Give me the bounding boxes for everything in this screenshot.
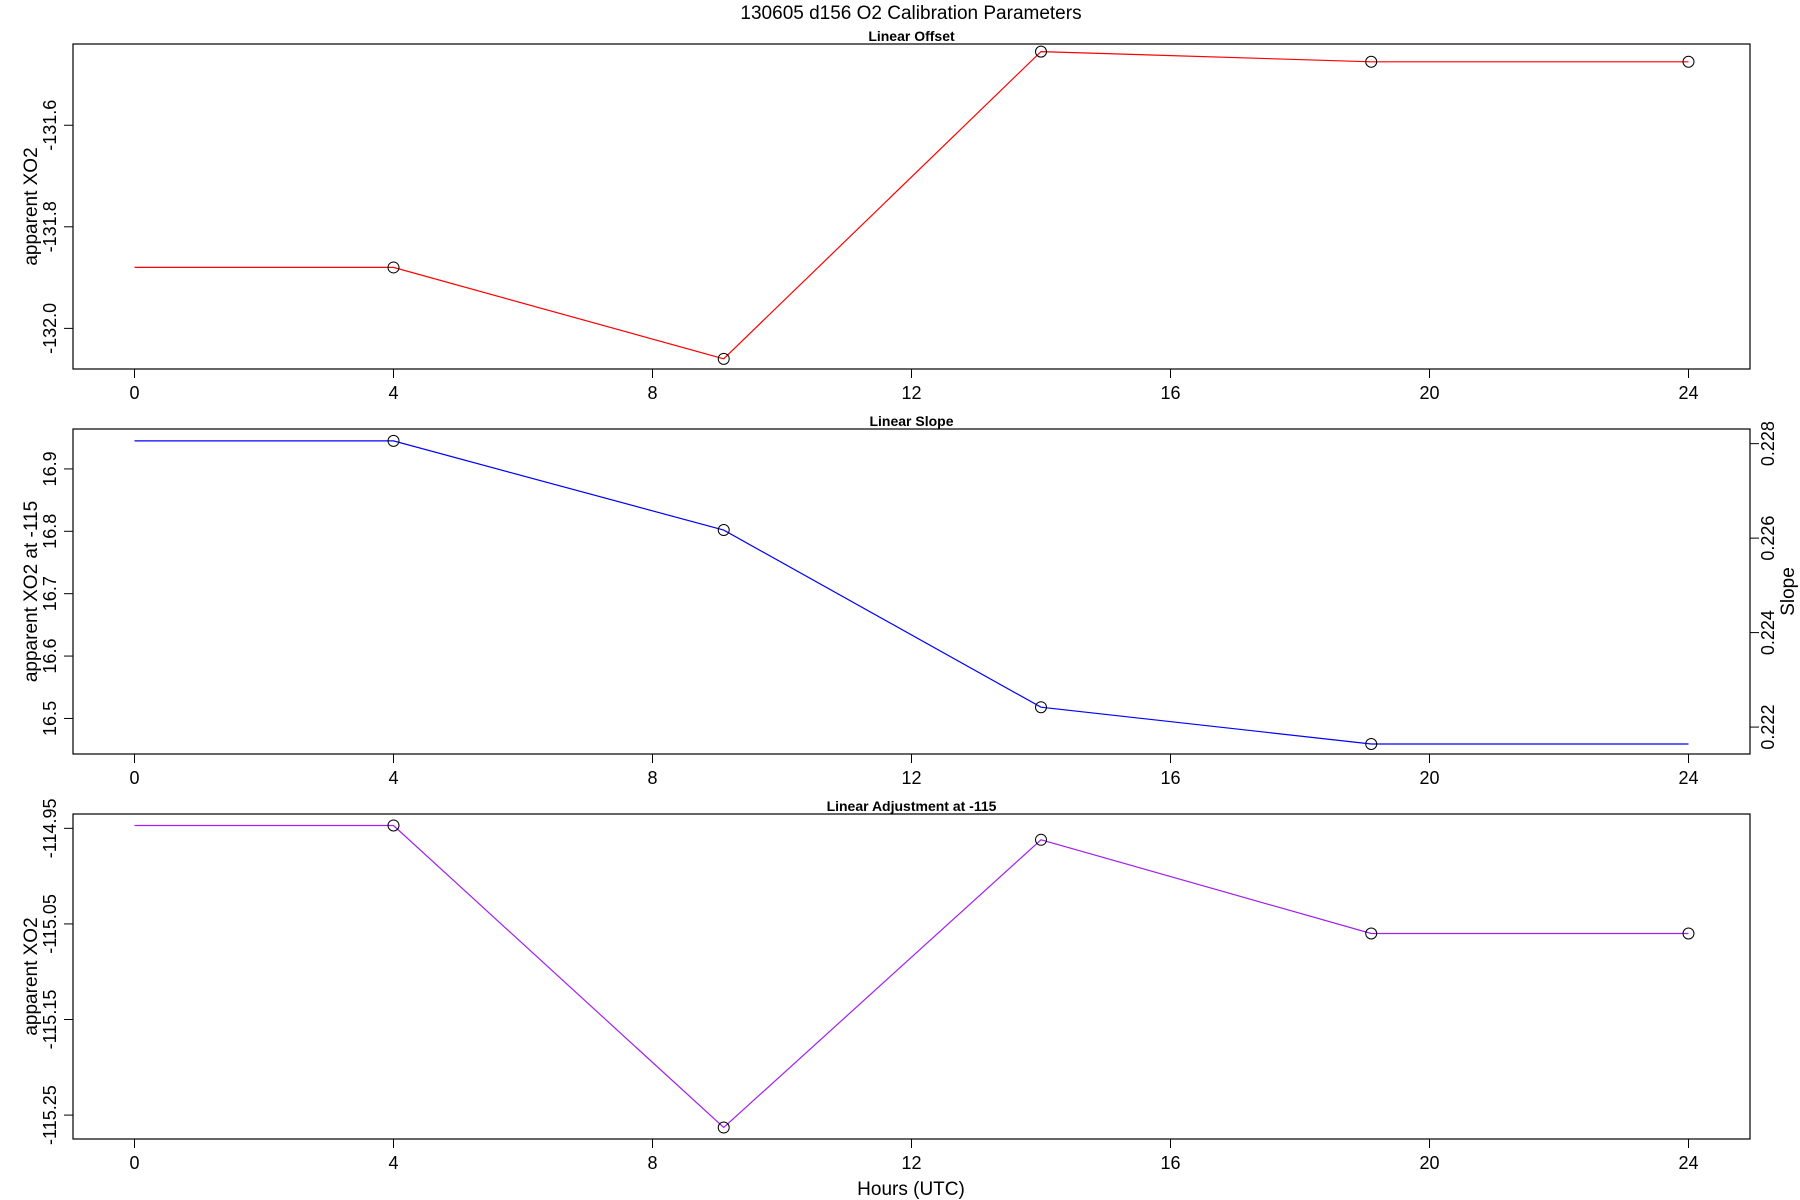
- data-point-marker: [1365, 927, 1378, 940]
- y2-tick-label: 0.222: [1758, 705, 1778, 750]
- x-tick-label: 20: [1419, 1153, 1439, 1173]
- panel-title: Linear Slope: [869, 413, 953, 429]
- x-tick-label: 4: [388, 383, 398, 403]
- y-tick-label: -115.15: [40, 990, 60, 1050]
- x-tick-label: 16: [1160, 1153, 1180, 1173]
- x-tick-label: 0: [130, 768, 140, 788]
- y-tick-label: 16.9: [40, 451, 60, 486]
- panel-linear-adjustment-at-115: Linear Adjustment at -115 0 4 8 12 16 20 24 -114…: [21, 798, 1751, 1173]
- x-tick-label: 16: [1160, 768, 1180, 788]
- y-axis-label: apparent XO2: [21, 917, 42, 1035]
- x-tick-label: 24: [1678, 383, 1698, 403]
- data-point-marker: [387, 819, 400, 832]
- x-tick-label: 12: [901, 768, 921, 788]
- x-axis-label: Hours (UTC): [857, 1179, 965, 1200]
- y-axis-label: apparent XO2: [21, 147, 42, 265]
- y-tick-label: -114.95: [40, 798, 60, 858]
- x-tick-label: 20: [1419, 768, 1439, 788]
- panel-title: Linear Offset: [868, 28, 955, 44]
- x-tick-label: 0: [130, 383, 140, 403]
- x-tick-label: 8: [647, 768, 657, 788]
- y-tick-label: -115.05: [40, 894, 60, 954]
- x-tick-label: 24: [1678, 768, 1698, 788]
- y2-tick-label: 0.224: [1758, 610, 1778, 655]
- data-point-marker: [1034, 833, 1047, 846]
- y-tick-label: 16.8: [40, 514, 60, 549]
- y-tick-label: 16.5: [40, 701, 60, 736]
- y-tick-label: -131.6: [40, 100, 60, 151]
- data-point-marker: [1034, 45, 1047, 58]
- series-line: [134, 50, 1689, 360]
- data-point-marker: [1365, 55, 1378, 68]
- x-tick-label: 0: [130, 1153, 140, 1173]
- y2-tick-label: 0.228: [1758, 421, 1778, 466]
- data-point-marker: [1682, 55, 1695, 68]
- panel-linear-offset: Linear Offset 0 4 8 12 16 20 24 -131.6 -131.8 -132…: [21, 28, 1751, 403]
- x-tick-label: 12: [901, 383, 921, 403]
- data-point-marker: [1682, 927, 1695, 940]
- y-axis-label: apparent XO2 at -115: [21, 501, 42, 682]
- x-tick-label: 4: [388, 1153, 398, 1173]
- plot-frame: [72, 428, 1751, 755]
- data-point-marker: [387, 261, 400, 274]
- x-tick-label: 20: [1419, 383, 1439, 403]
- x-tick-label: 12: [901, 1153, 921, 1173]
- figure-title: 130605 d156 O2 Calibration Parameters: [740, 3, 1081, 24]
- data-point-marker: [1365, 738, 1378, 751]
- x-tick-label: 8: [647, 383, 657, 403]
- x-tick-label: 4: [388, 768, 398, 788]
- plot-frame: [72, 813, 1751, 1140]
- y-tick-label: 16.6: [40, 639, 60, 674]
- data-point-marker: [387, 434, 400, 447]
- y-tick-label: 16.7: [40, 576, 60, 611]
- x-tick-label: 8: [647, 1153, 657, 1173]
- data-point-marker: [717, 524, 730, 537]
- data-point-marker: [1034, 701, 1047, 714]
- series-line: [134, 440, 1689, 745]
- y-tick-label: -115.25: [40, 1085, 60, 1145]
- y-tick-label: -131.8: [40, 201, 60, 252]
- y2-axis-label: Slope: [1778, 567, 1799, 616]
- y-tick-label: -132.0: [40, 303, 60, 354]
- chart-panels: Linear Offset 0 4 8 12 16 20 24 -131.6 -131.8 -132…: [21, 28, 1799, 1173]
- x-tick-label: 16: [1160, 383, 1180, 403]
- panel-title: Linear Adjustment at -115: [827, 798, 997, 814]
- series-line: [134, 824, 1689, 1129]
- x-tick-label: 24: [1678, 1153, 1698, 1173]
- panel-linear-slope: Linear Slope 0 4 8 12 16 20 24 16.5 16.6 16.7 16.8 1…: [21, 413, 1799, 788]
- data-point-marker: [717, 352, 730, 365]
- plot-frame: [72, 43, 1751, 370]
- data-point-marker: [717, 1121, 730, 1134]
- y2-tick-label: 0.226: [1758, 516, 1778, 561]
